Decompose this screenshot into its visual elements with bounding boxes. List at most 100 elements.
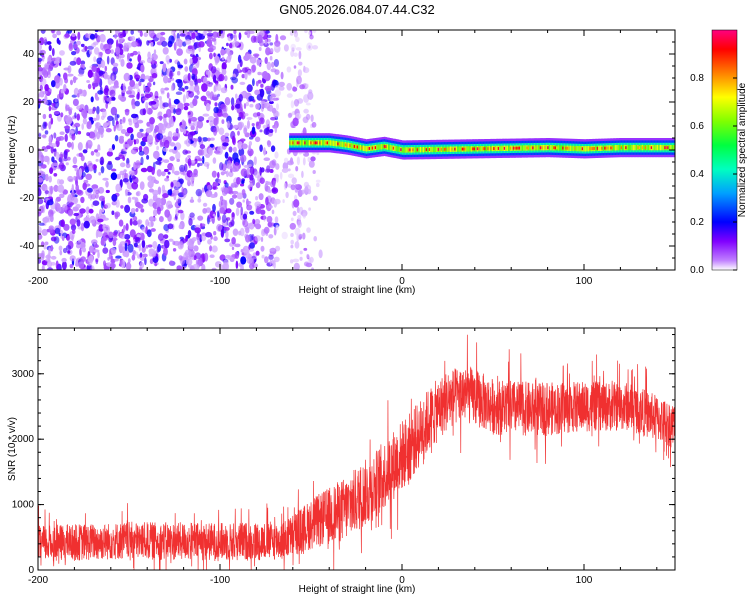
heatmap-noise-cell — [46, 201, 51, 206]
heatmap-noise-cell — [41, 134, 47, 138]
heatmap-noise-cell — [130, 133, 134, 141]
heatmap-noise-cell — [92, 200, 100, 206]
heatmap-noise-cell — [234, 161, 239, 167]
heatmap-noise-cell — [221, 214, 227, 224]
heatmap-noise-cell — [41, 264, 45, 270]
heatmap-band-cell — [317, 140, 320, 146]
heatmap-noise-cell — [268, 254, 274, 260]
heatmap-band-cell — [508, 145, 510, 151]
heatmap-noise-cell — [246, 117, 253, 120]
heatmap-noise-cell — [55, 260, 59, 270]
heatmap-band-cell — [424, 146, 426, 153]
heatmap-noise-cell — [136, 131, 143, 139]
heatmap-noise-cell — [94, 244, 99, 248]
heatmap-noise-cell — [267, 189, 273, 193]
heatmap-noise-cell — [231, 104, 235, 111]
heatmap-noise-cell — [290, 50, 295, 57]
heatmap-noise-cell — [91, 239, 98, 245]
heatmap-noise-cell — [197, 231, 200, 238]
heatmap-noise-cell — [263, 147, 266, 156]
heatmap-band-cell — [577, 145, 579, 152]
heatmap-noise-cell — [195, 125, 199, 134]
heatmap-noise-cell — [162, 193, 169, 199]
heatmap-noise-cell — [75, 126, 78, 135]
heatmap-noise-cell — [267, 221, 273, 228]
heatmap-noise-cell — [163, 159, 170, 164]
heatmap-cells — [38, 30, 675, 270]
heatmap-noise-cell — [208, 147, 213, 156]
heatmap-noise-cell — [56, 30, 61, 36]
heatmap-noise-cell — [134, 122, 140, 129]
heatmap-noise-cell — [59, 151, 64, 159]
heatmap-noise-cell — [138, 243, 142, 252]
heatmap-band-cell — [419, 147, 422, 153]
heatmap-noise-cell — [248, 186, 251, 190]
heatmap-noise-cell — [77, 93, 80, 98]
heatmap-band-cell — [659, 144, 662, 151]
heatmap-noise-cell — [112, 84, 120, 89]
heatmap-band-cell — [331, 140, 333, 146]
heatmap-noise-cell — [63, 223, 70, 231]
heatmap-noise-cell — [65, 162, 69, 166]
heatmap-noise-cell — [311, 267, 314, 270]
heatmap-noise-cell — [244, 249, 250, 258]
heatmap-band-cell — [334, 140, 336, 147]
heatmap-noise-cell — [174, 181, 181, 188]
heatmap-band-cell — [364, 145, 366, 152]
heatmap-noise-cell — [134, 83, 139, 90]
heatmap-noise-cell — [115, 199, 120, 208]
heatmap-noise-cell — [71, 51, 77, 56]
heatmap-noise-cell — [186, 238, 193, 247]
heatmap-noise-cell — [60, 112, 64, 118]
heatmap-noise-cell — [53, 173, 58, 177]
heatmap-noise-cell — [274, 151, 279, 159]
heatmap-band-cell — [488, 145, 491, 152]
heatmap-noise-cell — [161, 40, 168, 47]
heatmap-noise-cell — [213, 150, 221, 154]
heatmap-noise-cell — [264, 57, 268, 64]
heatmap-noise-cell — [67, 194, 73, 203]
heatmap-noise-cell — [158, 95, 162, 101]
heatmap-noise-cell — [135, 191, 139, 196]
heatmap-noise-cell — [159, 99, 163, 109]
heatmap-noise-cell — [123, 234, 131, 240]
heatmap-noise-cell — [213, 106, 219, 114]
heatmap-noise-cell — [297, 214, 302, 221]
heatmap-band-cell — [449, 146, 452, 152]
heatmap-noise-cell — [257, 71, 262, 76]
heatmap-x-ticks: -200 -100 0 100 — [28, 30, 658, 287]
heatmap-noise-cell — [71, 196, 79, 205]
heatmap-noise-cell — [257, 79, 262, 84]
heatmap-noise-cell — [185, 138, 191, 147]
heatmap-noise-cell — [131, 196, 137, 200]
heatmap-band-cell — [307, 140, 309, 146]
heatmap-noise-cell — [110, 255, 114, 260]
heatmap-noise-cell — [279, 35, 287, 41]
heatmap-noise-cell — [156, 246, 160, 253]
heatmap-band-cell — [466, 146, 468, 152]
heatmap-noise-cell — [124, 109, 130, 113]
heatmap-noise-cell — [251, 233, 255, 241]
heatmap-noise-cell — [145, 146, 149, 150]
heatmap-noise-cell — [278, 86, 285, 91]
heatmap-noise-cell — [164, 168, 169, 173]
heatmap-noise-cell — [184, 249, 192, 258]
heatmap-noise-cell — [124, 204, 131, 213]
heatmap-noise-cell — [129, 58, 132, 62]
heatmap-noise-cell — [197, 149, 203, 156]
heatmap-noise-cell — [283, 44, 289, 52]
heatmap-noise-cell — [251, 64, 257, 73]
heatmap-noise-cell — [254, 89, 260, 96]
heatmap-noise-cell — [183, 58, 188, 65]
heatmap-band-cell — [394, 145, 396, 152]
heatmap-noise-cell — [138, 145, 143, 152]
heatmap-noise-cell — [197, 240, 200, 245]
heatmap-noise-cell — [119, 162, 126, 168]
heatmap-noise-cell — [224, 238, 231, 243]
heatmap-noise-cell — [156, 169, 162, 177]
heatmap-band-cell — [395, 146, 398, 152]
heatmap-noise-cell — [218, 127, 225, 135]
heatmap-noise-cell — [210, 194, 217, 198]
heatmap-noise-cell — [139, 261, 145, 269]
heatmap-noise-cell — [220, 187, 224, 192]
